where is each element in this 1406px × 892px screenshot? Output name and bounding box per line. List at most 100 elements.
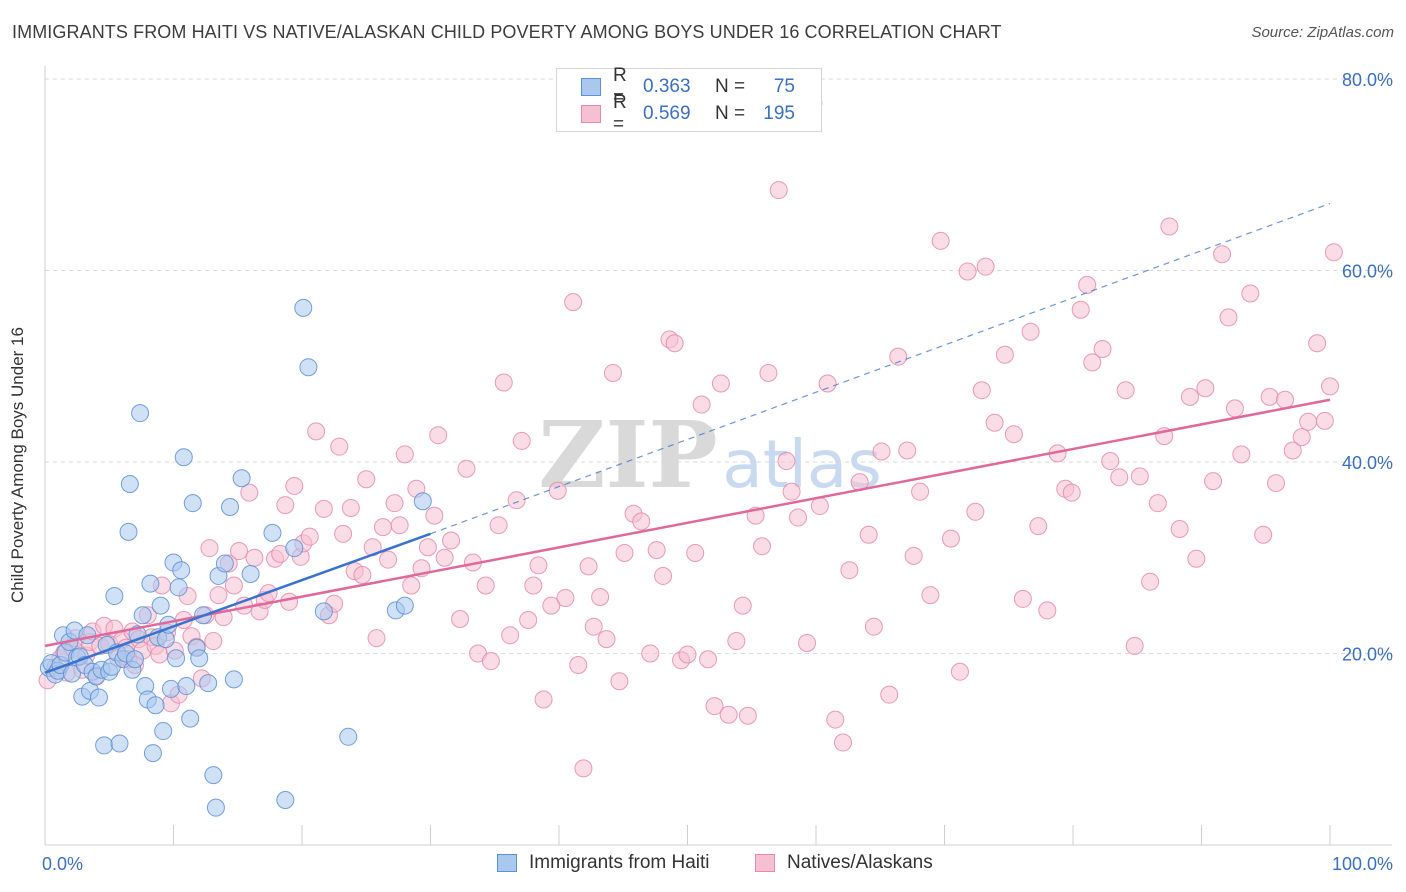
native-point <box>1213 245 1232 264</box>
native-point <box>719 705 738 724</box>
haiti-point <box>146 696 165 715</box>
haiti-point <box>215 554 234 573</box>
native-point <box>826 710 845 729</box>
native-point <box>224 576 243 595</box>
haiti-point <box>206 798 225 817</box>
y-tick-label: 80.0% <box>1342 70 1393 90</box>
native-point <box>204 632 223 651</box>
x-tick-label: 0.0% <box>42 854 83 874</box>
native-point <box>512 431 531 450</box>
native-point <box>314 499 333 518</box>
native-point <box>641 644 660 663</box>
haiti-point <box>199 674 218 693</box>
native-point <box>494 373 513 392</box>
haiti-point <box>183 494 202 513</box>
natives-trend-line <box>44 398 1331 648</box>
haiti-point <box>120 475 139 494</box>
native-point <box>1321 377 1339 396</box>
native-point <box>548 481 567 500</box>
native-point <box>941 529 960 548</box>
r-value: 0.569 <box>643 103 691 124</box>
native-point <box>564 293 583 312</box>
native-point <box>889 347 908 366</box>
native-point <box>1141 572 1160 591</box>
native-point <box>597 630 616 649</box>
native-point <box>507 491 526 510</box>
native-point <box>1324 243 1343 262</box>
n-label: N = <box>715 103 746 124</box>
native-point <box>534 690 553 709</box>
y-tick-label: 20.0% <box>1342 645 1393 665</box>
native-point <box>1219 308 1238 327</box>
haiti-point <box>143 744 162 763</box>
x-tick-label: 100.0% <box>1332 854 1393 874</box>
haiti-point <box>241 565 260 584</box>
native-point <box>285 476 304 495</box>
native-point <box>1130 467 1149 486</box>
native-point <box>307 422 326 441</box>
haiti-point <box>172 561 191 580</box>
haiti-point <box>204 766 223 785</box>
native-point <box>353 565 372 584</box>
native-point <box>1232 445 1251 464</box>
native-point <box>385 494 404 513</box>
native-point <box>334 524 353 543</box>
native-point <box>769 181 788 200</box>
native-point <box>1078 275 1097 294</box>
native-point <box>1254 525 1273 544</box>
native-point <box>357 470 376 489</box>
native-point <box>972 381 991 400</box>
native-point <box>1110 468 1129 487</box>
legend-item-natives[interactable]: Natives/Alaskans <box>755 852 933 874</box>
native-point <box>584 617 603 636</box>
n-value: 75 <box>773 76 795 97</box>
native-point <box>1083 353 1102 372</box>
legend-label-haiti: Immigrants from Haiti <box>529 852 710 873</box>
native-point <box>692 395 711 414</box>
native-point <box>1187 549 1206 568</box>
native-point <box>789 508 808 527</box>
native-point <box>300 527 319 546</box>
native-point <box>330 437 349 456</box>
native-point <box>367 629 386 648</box>
native-point <box>402 576 421 595</box>
native-point <box>833 733 852 752</box>
native-point <box>733 596 752 615</box>
chart-title: IMMIGRANTS FROM HAITI VS NATIVE/ALASKAN … <box>12 22 1002 42</box>
haiti-point <box>131 404 150 423</box>
native-point <box>280 592 299 611</box>
native-point <box>610 672 629 691</box>
native-point <box>1170 520 1189 539</box>
native-point <box>753 537 772 556</box>
native-point <box>727 632 746 651</box>
native-point <box>1160 217 1179 236</box>
native-point <box>711 374 730 393</box>
native-point <box>519 610 538 629</box>
native-point <box>810 497 829 516</box>
legend-stats: R = 0.363 N = 75 R = 0.569 N = 195 <box>556 65 822 135</box>
haiti-point <box>181 709 200 728</box>
native-point <box>603 363 622 382</box>
native-point <box>451 610 470 629</box>
native-point <box>898 441 917 460</box>
source-label: Source: ZipAtlas.com <box>1251 24 1394 41</box>
native-point <box>1241 284 1260 303</box>
native-point <box>1004 425 1023 444</box>
native-point <box>872 442 891 461</box>
native-point <box>1196 379 1215 398</box>
native-point <box>529 556 548 575</box>
native-point <box>1093 340 1112 359</box>
legend-label-natives: Natives/Alaskans <box>787 852 933 873</box>
native-point <box>880 685 899 704</box>
haiti-trend-line <box>44 532 431 674</box>
native-point <box>921 586 940 605</box>
legend-item-haiti[interactable]: Immigrants from Haiti <box>497 852 710 874</box>
native-point <box>442 531 461 550</box>
native-point <box>738 706 757 725</box>
legend-series: Immigrants from Haiti Natives/Alaskans <box>0 852 1406 876</box>
native-point <box>864 617 883 636</box>
native-point <box>501 626 520 645</box>
native-point <box>425 506 444 525</box>
native-point <box>1225 399 1244 418</box>
native-point <box>665 334 684 353</box>
